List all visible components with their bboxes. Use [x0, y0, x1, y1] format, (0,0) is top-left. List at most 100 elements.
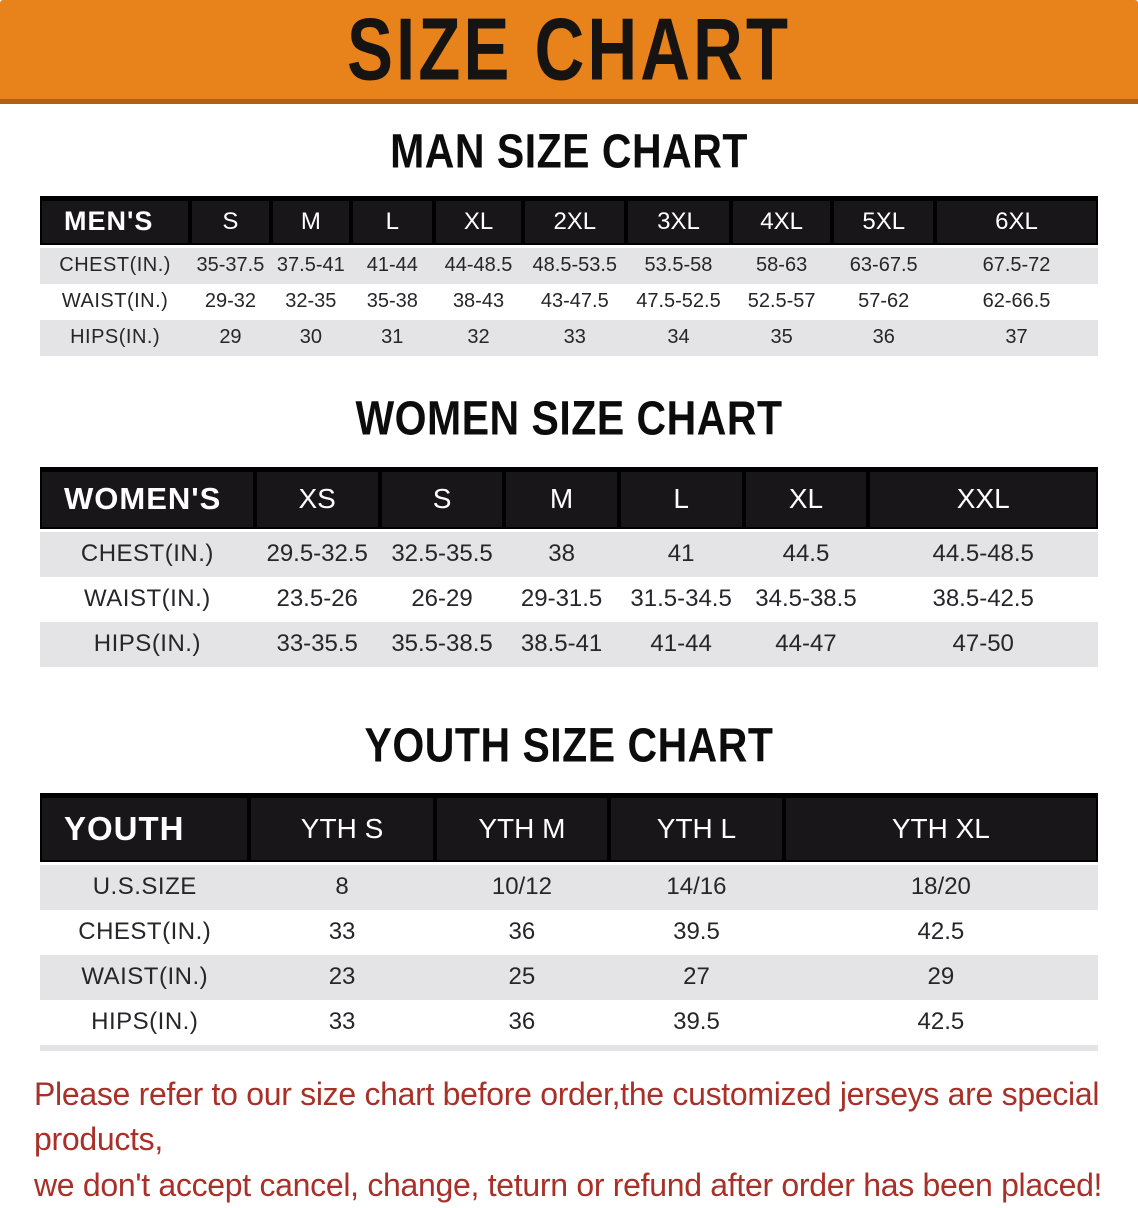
size-value-cell: 29.5-32.5 [254, 530, 380, 577]
size-value-cell: 52.5-57 [730, 283, 833, 320]
row-label: CHEST(IN.) [40, 530, 255, 577]
banner: SIZE CHART [0, 0, 1138, 104]
size-value-cell: 25 [434, 954, 610, 1000]
size-value-cell: 29-31.5 [504, 576, 619, 622]
section-women: WOMEN SIZE CHART WOMEN'S XS S M L XL XXL CHEST(I… [0, 391, 1138, 667]
column-header: M [504, 466, 619, 532]
size-value-cell: 32-35 [270, 283, 352, 320]
column-header: XL [433, 195, 524, 248]
size-value-cell: 41-44 [351, 246, 434, 284]
row-label: HIPS(IN.) [40, 319, 191, 356]
size-value-cell: 58-63 [730, 246, 833, 284]
size-value-cell: 37.5-41 [270, 246, 352, 284]
row-label: CHEST(IN.) [40, 909, 250, 955]
size-value-cell: 53.5-58 [626, 246, 731, 284]
size-value-cell: 42.5 [783, 999, 1098, 1048]
row-label: WAIST(IN.) [40, 954, 250, 1000]
size-value-cell: 23 [249, 954, 435, 1000]
size-value-cell: 43-47.5 [523, 283, 627, 320]
column-header: XL [743, 466, 869, 532]
size-value-cell: 36 [434, 909, 610, 955]
size-value-cell: 41 [618, 530, 744, 577]
table-row: WAIST(IN.) 29-32 32-35 35-38 38-43 43-47.5 47.… [40, 283, 1098, 320]
size-value-cell: 38.5-41 [504, 621, 619, 667]
column-header: YTH M [434, 792, 610, 865]
size-value-cell: 47.5-52.5 [626, 283, 731, 320]
section-heading-youth: YOUTH SIZE CHART [0, 718, 1138, 772]
row-label: CHEST(IN.) [40, 246, 191, 284]
size-value-cell: 29 [783, 954, 1098, 1000]
size-value-cell: 36 [434, 999, 610, 1048]
section-heading-text: WOMEN SIZE CHART [355, 390, 783, 445]
column-header: 6XL [935, 195, 1098, 248]
table-row: HIPS(IN.) 33 36 39.5 42.5 [40, 999, 1098, 1048]
size-table-men: MEN'S S M L XL 2XL 3XL 4XL 5XL 6XL CHEST(IN.) 35-37… [40, 195, 1098, 356]
size-value-cell: 41-44 [618, 621, 744, 667]
size-value-cell: 27 [609, 954, 784, 1000]
size-value-cell: 42.5 [783, 909, 1098, 955]
size-value-cell: 8 [249, 863, 435, 910]
table-header-row: MEN'S S M L XL 2XL 3XL 4XL 5XL 6XL [40, 195, 1098, 248]
row-label: WAIST(IN.) [40, 576, 255, 622]
row-label: HIPS(IN.) [40, 621, 255, 667]
sections-container: MAN SIZE CHART MEN'S S M L XL 2XL 3XL 4XL 5XL 6XL C… [0, 124, 1138, 1051]
column-header: L [618, 466, 744, 532]
column-header: XS [254, 466, 380, 532]
size-value-cell: 48.5-53.5 [523, 246, 627, 284]
size-value-cell: 14/16 [609, 863, 784, 910]
size-value-cell: 57-62 [832, 283, 936, 320]
column-header: YTH XL [783, 792, 1098, 865]
disclaimer-line-2: we don't accept cancel, change, teturn o… [34, 1166, 1103, 1203]
section-youth: YOUTH SIZE CHART YOUTH YTH S YTH M YTH L YTH … [0, 718, 1138, 1051]
size-value-cell: 33 [249, 999, 435, 1048]
size-value-cell: 29-32 [190, 283, 271, 320]
section-heading-women: WOMEN SIZE CHART [0, 391, 1138, 445]
size-value-cell: 44-48.5 [433, 246, 524, 284]
column-header: S [379, 466, 505, 532]
size-value-cell: 39.5 [609, 909, 784, 955]
size-value-cell: 10/12 [434, 863, 610, 910]
table-row: CHEST(IN.) 33 36 39.5 42.5 [40, 909, 1098, 955]
banner-title: SIZE CHART [347, 0, 791, 99]
size-value-cell: 35.5-38.5 [379, 621, 505, 667]
row-label: U.S.SIZE [40, 863, 250, 910]
section-heading-text: YOUTH SIZE CHART [364, 717, 774, 772]
size-value-cell: 63-67.5 [832, 246, 936, 284]
size-value-cell: 18/20 [783, 863, 1098, 910]
size-value-cell: 33 [523, 319, 627, 356]
size-value-cell: 39.5 [609, 999, 784, 1048]
size-value-cell: 29 [190, 319, 271, 356]
size-value-cell: 67.5-72 [935, 246, 1098, 284]
table-row: U.S.SIZE 8 10/12 14/16 18/20 [40, 863, 1098, 910]
size-value-cell: 35 [730, 319, 833, 356]
section-heading-text: MAN SIZE CHART [390, 123, 748, 178]
row-label: HIPS(IN.) [40, 999, 250, 1048]
size-value-cell: 44.5 [743, 530, 869, 577]
table-row: HIPS(IN.) 29 30 31 32 33 34 35 36 37 [40, 319, 1098, 356]
table-header-row: WOMEN'S XS S M L XL XXL [40, 466, 1098, 532]
size-value-cell: 44.5-48.5 [868, 530, 1098, 577]
section-men: MAN SIZE CHART MEN'S S M L XL 2XL 3XL 4XL 5XL 6XL C… [0, 124, 1138, 356]
size-value-cell: 38-43 [433, 283, 524, 320]
table-row: HIPS(IN.) 33-35.5 35.5-38.5 38.5-41 41-44 44-… [40, 621, 1098, 667]
size-value-cell: 35-38 [351, 283, 434, 320]
size-value-cell: 36 [832, 319, 936, 356]
size-value-cell: 38 [504, 530, 619, 577]
column-header: 5XL [832, 195, 936, 248]
disclaimer: Please refer to our size chart before or… [0, 1072, 1138, 1208]
column-header: 3XL [626, 195, 731, 248]
size-value-cell: 32 [433, 319, 524, 356]
table-row: WAIST(IN.) 23.5-26 26-29 29-31.5 31.5-34.5 34… [40, 576, 1098, 622]
column-header: XXL [868, 466, 1098, 532]
disclaimer-line-1: Please refer to our size chart before or… [34, 1075, 1100, 1158]
size-value-cell: 30 [270, 319, 352, 356]
row-label: WAIST(IN.) [40, 283, 191, 320]
size-value-cell: 31 [351, 319, 434, 356]
table-row: CHEST(IN.) 35-37.5 37.5-41 41-44 44-48.5 48.5… [40, 246, 1098, 284]
column-header: YTH L [609, 792, 784, 865]
column-header: L [351, 195, 434, 248]
size-value-cell: 34 [626, 319, 731, 356]
size-value-cell: 62-66.5 [935, 283, 1098, 320]
size-table-women: WOMEN'S XS S M L XL XXL CHEST(IN.) 29.5-32.5 32.5… [40, 466, 1098, 667]
